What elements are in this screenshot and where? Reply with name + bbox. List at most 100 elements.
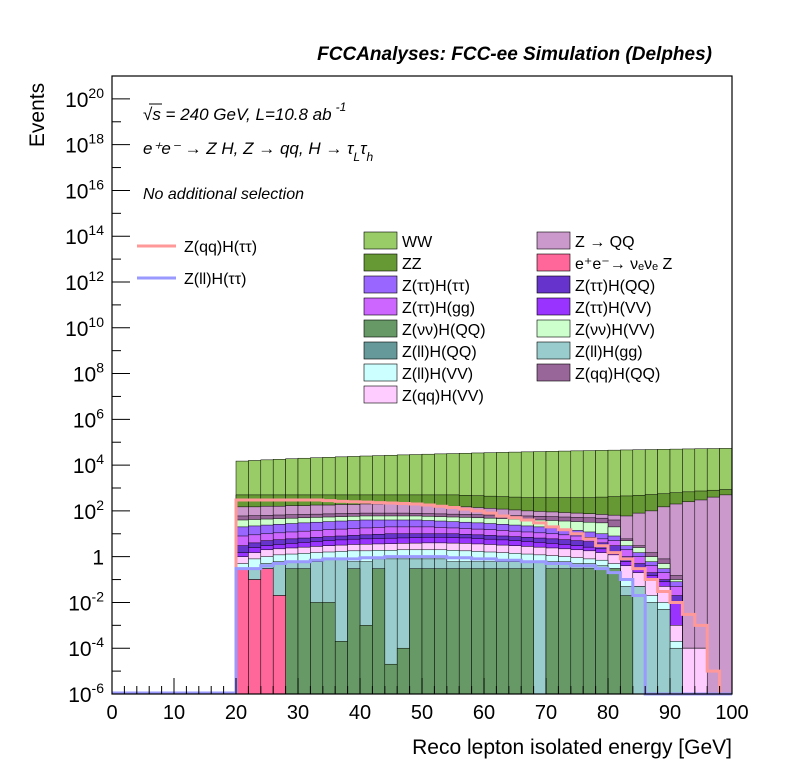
bar-nunu-QQ — [396, 647, 410, 695]
legend-label-signal-qq: Z(qq)H(ττ) — [184, 239, 257, 256]
bar-Z-QQ — [719, 494, 733, 695]
bar-nunu-QQ — [545, 568, 559, 695]
bar-nunu-QQ — [483, 568, 497, 695]
x-tick-label: 10 — [163, 702, 185, 724]
legend-label-tautau-tautau: Z(ττ)H(ττ) — [402, 278, 470, 295]
y-tick-label: 10-2 — [68, 588, 104, 615]
legend-label-Z-QQ: Z → QQ — [575, 234, 635, 251]
legend-label-qq-QQ: Z(qq)H(QQ) — [575, 366, 660, 383]
bar-nunu-QQ — [310, 602, 324, 695]
legend-swatch-nunu-QQ — [363, 319, 398, 338]
signal-legend: Z(qq)H(ττ) Z(ll)H(ττ) — [137, 239, 257, 288]
legend-label-tautau-VV: Z(ττ)H(VV) — [575, 300, 652, 317]
legend-swatch-Z-QQ — [536, 231, 571, 250]
y-tick-label: 1 — [92, 547, 104, 570]
line-signal-ll — [234, 555, 732, 696]
bar-nunu-QQ — [620, 595, 634, 695]
y-tick-label: 102 — [73, 497, 104, 524]
x-tick-label: 100 — [715, 702, 748, 724]
process-text: e⁺e⁻ → Z H, Z → qq, H → τ — [143, 139, 355, 158]
x-tick-label: 20 — [225, 702, 247, 724]
bar-eeZ — [260, 568, 274, 695]
bar-nunu-QQ — [421, 568, 435, 695]
bar-nunu-QQ — [508, 568, 522, 695]
process-tau: τ — [360, 139, 368, 158]
bar-nunu-QQ — [334, 641, 348, 695]
annotations: √s = 240 GeV, L=10.8 ab -1 e⁺e⁻ → Z H, Z … — [143, 100, 373, 203]
stack-nunu-QQ — [235, 568, 634, 695]
legend-label-eeZ: e⁺e⁻→ νₑνₑ Z — [575, 256, 672, 273]
bar-nunu-QQ — [496, 568, 510, 695]
bar-nunu-QQ — [285, 568, 299, 695]
bar-qq-VV — [694, 647, 708, 695]
bar-nunu-QQ — [372, 568, 386, 695]
bar-ll-gg — [657, 609, 671, 695]
legend-swatch-WW — [363, 231, 398, 250]
bar-nunu-QQ — [558, 568, 572, 695]
bar-eeZ — [248, 579, 262, 695]
process-annotation: e⁺e⁻ → Z H, Z → qq, H → τLτh — [143, 139, 373, 164]
background-legend: WW Z → QQ ZZ e⁺e⁻→ νₑνₑ Z Z(ττ)H(ττ) Z(ττ)H(Q… — [363, 231, 672, 405]
x-tick-label: 90 — [659, 702, 681, 724]
legend-label-ZZ: ZZ — [402, 256, 422, 273]
bar-nunu-QQ — [458, 568, 472, 695]
bar-nunu-QQ — [607, 568, 621, 695]
legend-label-tautau-QQ: Z(ττ)H(QQ) — [575, 278, 655, 295]
legend-label-tautau-gg: Z(ττ)H(gg) — [402, 300, 475, 317]
legend-swatch-qq-VV — [363, 385, 398, 404]
y-tick-label: 104 — [73, 451, 104, 478]
bar-ll-gg — [644, 602, 658, 695]
bar-nunu-QQ — [322, 602, 336, 695]
x-tick-label: 60 — [473, 702, 495, 724]
bar-nunu-QQ — [347, 568, 361, 695]
y-axis-label: Events — [26, 83, 49, 147]
legend-swatch-nunu-VV — [536, 319, 571, 338]
legend-label-nunu-VV: Z(νν)H(VV) — [575, 322, 655, 339]
bar-nunu-QQ — [409, 568, 423, 695]
x-tick-label: 50 — [411, 702, 433, 724]
selection-annotation: No additional selection — [143, 186, 304, 203]
legend-label-nunu-QQ: Z(νν)H(QQ) — [402, 322, 486, 339]
process-sub-h: h — [366, 150, 373, 164]
bar-eeZ — [272, 595, 286, 695]
bar-nunu-QQ — [582, 568, 596, 695]
legend-swatch-ll-VV — [363, 363, 398, 382]
legend-label-qq-VV: Z(qq)H(VV) — [402, 388, 484, 405]
y-tick-label: 1010 — [65, 314, 104, 341]
y-tick-label: 1012 — [65, 268, 104, 295]
x-axis-label: Reco lepton isolated energy [GeV] — [412, 736, 732, 759]
x-tick-label: 80 — [597, 702, 619, 724]
energy-text: √s = 240 GeV, L=10.8 ab — [143, 105, 332, 124]
stacked-histograms — [235, 448, 733, 695]
process-sub-l: L — [353, 150, 360, 164]
energy-annotation: √s = 240 GeV, L=10.8 ab -1 — [143, 100, 346, 124]
bar-nunu-QQ — [471, 568, 485, 695]
plot-area: 0 10 20 30 40 50 60 70 80 90 100102010181016101410… — [65, 75, 749, 724]
legend-label-ll-QQ: Z(ll)H(QQ) — [402, 344, 477, 361]
stack-eeZ — [235, 568, 286, 695]
y-tick-label: 1014 — [65, 222, 104, 249]
bar-ll-gg — [632, 586, 646, 695]
bar-nunu-QQ — [434, 568, 448, 695]
x-tick-label: 0 — [106, 702, 117, 724]
y-tick-label: 1020 — [65, 85, 104, 112]
x-tick-label: 70 — [535, 702, 557, 724]
legend-swatch-tautau-VV — [536, 297, 571, 316]
legend-swatch-eeZ — [536, 253, 571, 272]
legend-swatch-tautau-tautau — [363, 275, 398, 294]
legend-label-ll-VV: Z(ll)H(VV) — [402, 366, 473, 383]
bar-nunu-QQ — [570, 568, 584, 695]
legend-swatch-ll-QQ — [363, 341, 398, 360]
bar-qq-VV — [682, 647, 696, 695]
legend-swatch-tautau-gg — [363, 297, 398, 316]
bar-nunu-QQ — [520, 568, 534, 695]
legend-label-ll-gg: Z(ll)H(gg) — [575, 344, 643, 361]
legend-swatch-ll-gg — [536, 341, 571, 360]
legend-swatch-qq-QQ — [536, 363, 571, 382]
bar-eeZ — [235, 568, 249, 695]
bar-ll-gg — [533, 561, 547, 695]
x-tick-label: 40 — [349, 702, 371, 724]
line-signal-qq — [234, 498, 732, 696]
bar-ll-gg — [669, 647, 683, 695]
y-tick-label: 10-4 — [68, 634, 104, 661]
